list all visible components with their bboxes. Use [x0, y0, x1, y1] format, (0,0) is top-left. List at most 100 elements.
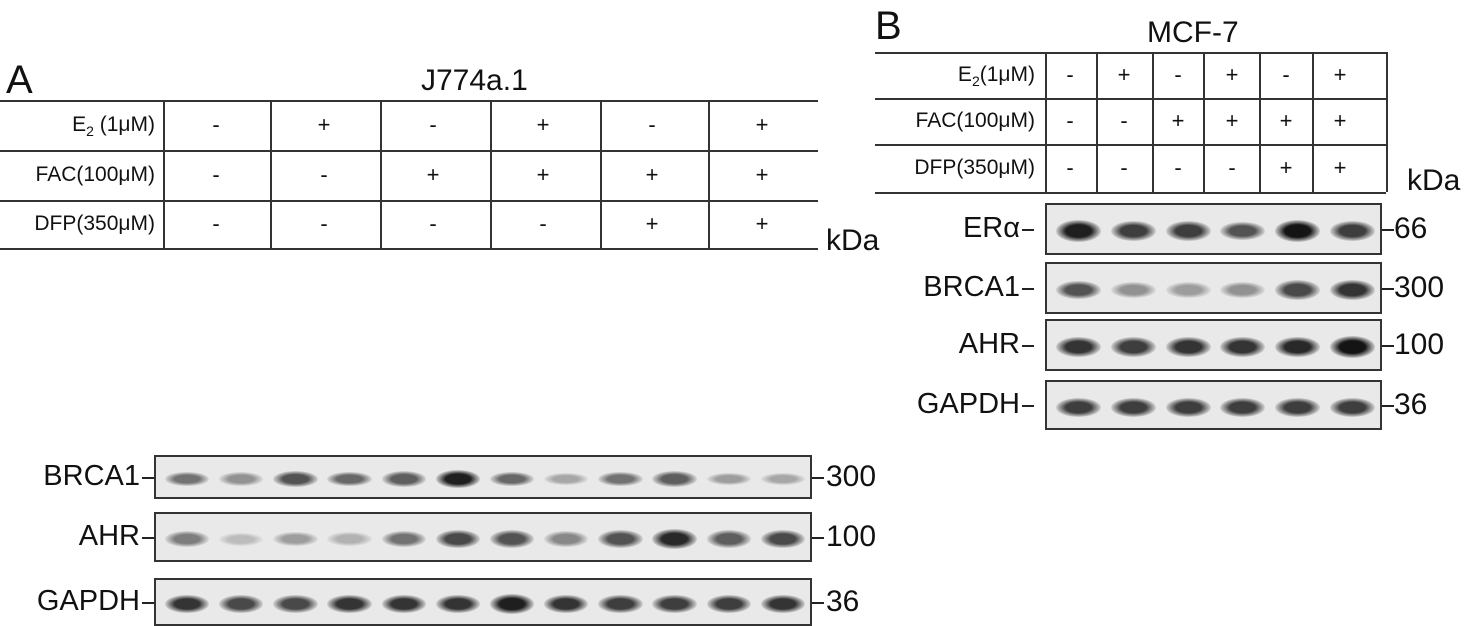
panel-a-treatment-sign: -	[320, 162, 328, 187]
panel-a-treatment-sign: +	[755, 112, 769, 137]
panel-a-blot-label: AHR	[78, 520, 140, 552]
panel-b-treatment-sign: -	[1120, 108, 1128, 133]
panel-b-label-tick	[1022, 345, 1034, 347]
panel-a-protein-band	[273, 595, 318, 613]
panel-b-label-tick	[1022, 288, 1034, 290]
panel-b-protein-band	[1220, 282, 1266, 298]
panel-a-protein-band	[381, 530, 426, 548]
panel-b-treatment-sign: -	[1066, 155, 1074, 180]
panel-a-treatment-sign: +	[317, 112, 331, 137]
panel-a-row-line	[0, 248, 818, 250]
panel-b-kda-label: kDa	[1407, 164, 1461, 197]
panel-a-row-line	[0, 200, 818, 202]
panel-b-row-line	[875, 144, 1386, 146]
panel-b-blot-strip	[1045, 380, 1382, 430]
panel-b-row-line	[875, 98, 1386, 100]
panel-b-condition-label: E2(1μM)	[957, 63, 1035, 90]
panel-a-protein-band	[381, 471, 426, 487]
panel-a-protein-band	[273, 531, 318, 547]
panel-b-treatment-sign: -	[1066, 62, 1074, 87]
panel-a-protein-band	[164, 531, 210, 547]
panel-a-protein-band	[706, 594, 751, 614]
panel-a-treatment-sign: +	[755, 162, 769, 187]
panel-b-protein-band	[1110, 282, 1156, 298]
panel-b-treatment-sign: -	[1174, 62, 1182, 87]
panel-b-mw-label: 300	[1394, 271, 1445, 304]
panel-b-treatment-sign: +	[1279, 108, 1293, 133]
panel-a-protein-band	[706, 530, 751, 548]
panel-a-protein-band	[435, 529, 481, 549]
panel-b-condition-label: FAC(100μM)	[915, 109, 1035, 132]
panel-b-mw-tick	[1382, 405, 1394, 407]
panel-a-protein-band	[544, 594, 589, 614]
panel-b-treatment-sign: -	[1066, 108, 1074, 133]
panel-a-title: J774a.1	[421, 64, 528, 97]
panel-a-blot-strip	[154, 455, 812, 499]
panel-b-treatment-sign: +	[1333, 62, 1347, 87]
panel-b-protein-band	[1330, 221, 1376, 241]
panel-a-treatment-sign: -	[539, 211, 547, 236]
panel-b-mw-tick	[1382, 288, 1394, 290]
panel-a-condition-label: FAC(100μM)	[35, 163, 155, 186]
panel-b-mw-label: 66	[1394, 212, 1428, 245]
panel-b-blot-label: GAPDH	[916, 388, 1020, 420]
panel-b-protein-band	[1275, 336, 1321, 358]
panel-a-blot-label: BRCA1	[43, 460, 140, 492]
panel-b-blot-strip	[1045, 262, 1382, 314]
panel-a-column-divider	[270, 100, 272, 248]
panel-a-letter: A	[6, 58, 33, 102]
panel-b-treatment-sign: -	[1174, 155, 1182, 180]
panel-a-mw-tick	[812, 477, 824, 479]
panel-a-treatment-sign: -	[212, 112, 220, 137]
panel-b-label-tick	[1022, 405, 1034, 407]
panel-a-protein-band	[760, 594, 806, 614]
panel-a-protein-band	[489, 530, 535, 548]
panel-a-protein-band	[219, 595, 264, 613]
panel-b-mw-tick	[1382, 229, 1394, 231]
panel-a-protein-band	[273, 471, 318, 487]
panel-a-treatment-sign: -	[212, 162, 220, 187]
panel-a-treatment-sign: -	[648, 112, 656, 137]
panel-a-blot-strip	[154, 578, 812, 626]
panel-b-protein-band	[1330, 336, 1376, 358]
panel-b-protein-band	[1275, 397, 1321, 417]
panel-b-row-line	[875, 52, 1386, 54]
panel-b-mw-label: 100	[1394, 328, 1445, 361]
panel-b-mw-label: 36	[1394, 388, 1428, 421]
panel-a-column-divider	[708, 100, 710, 248]
panel-a-protein-band	[598, 594, 643, 614]
panel-a-protein-band	[489, 594, 535, 614]
panel-b-column-divider	[1312, 52, 1314, 192]
panel-a-kda-label: kDa	[826, 224, 880, 257]
panel-a-treatment-sign: +	[645, 211, 659, 236]
panel-a-mw-tick	[812, 537, 824, 539]
panel-a-column-divider	[380, 100, 382, 248]
panel-a-protein-band	[219, 472, 264, 486]
panel-b-protein-band	[1110, 397, 1156, 417]
panel-a-protein-band	[598, 471, 643, 487]
panel-b-mw-tick	[1382, 345, 1394, 347]
panel-b-column-divider	[1096, 52, 1098, 192]
panel-a-treatment-sign: +	[536, 162, 550, 187]
panel-a-protein-band	[598, 530, 643, 548]
panel-a-column-divider	[163, 100, 165, 248]
panel-a-protein-band	[164, 594, 210, 614]
panel-a-column-divider	[490, 100, 492, 248]
panel-b-column-divider	[1386, 52, 1388, 192]
panel-b-column-divider	[1203, 52, 1205, 192]
panel-b-protein-band	[1110, 221, 1156, 241]
panel-a-protein-band	[760, 529, 806, 549]
panel-a-treatment-sign: -	[429, 112, 437, 137]
panel-b-protein-band	[1110, 337, 1156, 357]
panel-b-protein-band	[1220, 397, 1266, 417]
panel-a-label-tick	[142, 602, 154, 604]
panel-a-protein-band	[381, 594, 426, 614]
panel-b-protein-band	[1275, 280, 1321, 300]
panel-b-row-line	[875, 192, 1386, 194]
panel-a-protein-band	[544, 531, 589, 547]
panel-a-treatment-sign: -	[429, 211, 437, 236]
panel-a-condition-label: DFP(350μM)	[34, 212, 155, 235]
panel-a-protein-band	[327, 471, 372, 487]
panel-a-row-line	[0, 150, 818, 152]
panel-a-blot-strip	[154, 512, 812, 562]
